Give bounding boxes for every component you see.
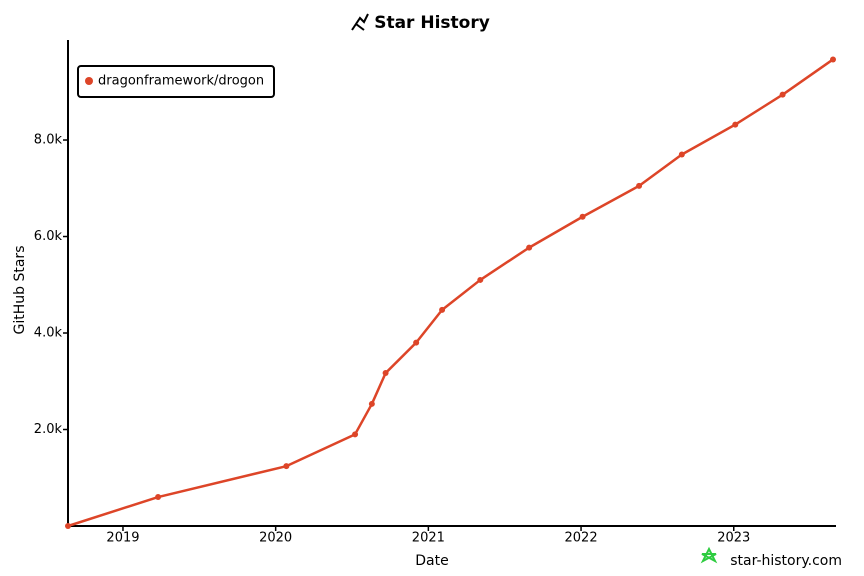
data-point bbox=[413, 339, 420, 346]
x-tick-label: 2021 bbox=[412, 531, 445, 546]
legend-marker bbox=[85, 77, 93, 85]
x-tick-label: 2022 bbox=[565, 531, 598, 546]
data-point bbox=[283, 463, 290, 470]
chart-title: Star History bbox=[374, 13, 490, 33]
data-point bbox=[368, 400, 375, 407]
x-tick-label: 2023 bbox=[717, 531, 750, 546]
x-tick-label: 2019 bbox=[106, 531, 139, 546]
data-point bbox=[352, 431, 359, 438]
y-tick-label: 2.0k bbox=[34, 422, 63, 437]
y-tick-label: 4.0k bbox=[34, 326, 63, 341]
y-axis-label: GitHub Stars bbox=[12, 246, 28, 335]
series-line bbox=[67, 58, 834, 528]
x-axis-label: Date bbox=[415, 553, 448, 569]
data-point bbox=[65, 523, 71, 529]
data-point bbox=[382, 370, 389, 377]
title-icon bbox=[351, 13, 369, 31]
y-tick-label: 8.0k bbox=[34, 133, 63, 148]
watermark-icon bbox=[700, 546, 718, 564]
y-tick-label: 6.0k bbox=[34, 229, 63, 244]
data-point bbox=[678, 151, 685, 158]
legend-label: dragonframework/drogon bbox=[98, 74, 264, 89]
data-point bbox=[830, 56, 836, 63]
watermark: star-history.com bbox=[730, 553, 842, 569]
data-point bbox=[439, 306, 446, 313]
data-point bbox=[579, 213, 586, 220]
data-point bbox=[477, 276, 484, 283]
data-point bbox=[779, 91, 786, 98]
x-tick-label: 2020 bbox=[259, 531, 292, 546]
data-point bbox=[636, 182, 643, 189]
data-point bbox=[526, 244, 533, 251]
legend-box bbox=[77, 65, 275, 98]
data-point bbox=[732, 121, 739, 128]
data-point bbox=[155, 494, 162, 501]
